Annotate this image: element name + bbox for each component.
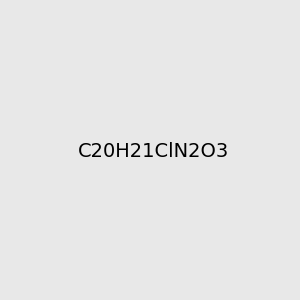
- Text: C20H21ClN2O3: C20H21ClN2O3: [78, 142, 230, 161]
